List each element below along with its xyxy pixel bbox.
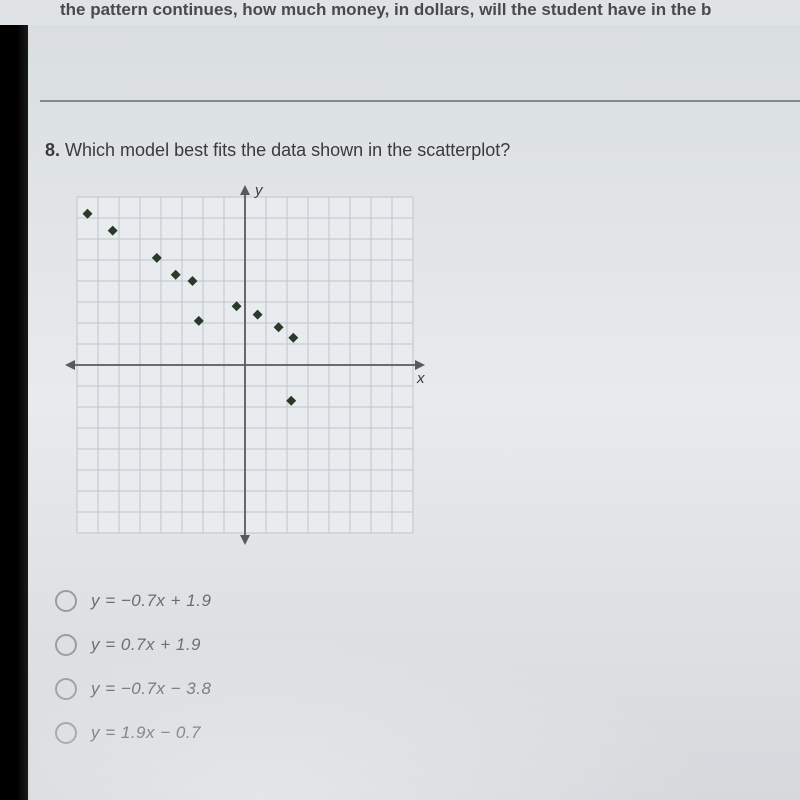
option-c[interactable]: y = −0.7x − 3.8	[55, 678, 211, 700]
question-text: Which model best fits the data shown in …	[65, 140, 510, 160]
option-d[interactable]: y = 1.9x − 0.7	[55, 722, 211, 744]
option-a[interactable]: y = −0.7x + 1.9	[55, 590, 211, 612]
radio-icon	[55, 590, 77, 612]
option-a-label: y = −0.7x + 1.9	[91, 591, 211, 611]
radio-icon	[55, 678, 77, 700]
radio-icon	[55, 722, 77, 744]
page-edge	[0, 0, 28, 800]
scatterplot: yx	[55, 175, 435, 555]
option-b[interactable]: y = 0.7x + 1.9	[55, 634, 211, 656]
section-divider	[40, 100, 800, 102]
svg-text:x: x	[416, 370, 425, 387]
option-c-label: y = −0.7x − 3.8	[91, 679, 211, 699]
scatterplot-svg: yx	[55, 175, 435, 555]
svg-text:y: y	[254, 182, 264, 199]
option-d-label: y = 1.9x − 0.7	[91, 723, 201, 743]
question-number: 8.	[45, 140, 60, 160]
radio-icon	[55, 634, 77, 656]
top-fragment-text: the pattern continues, how much money, i…	[0, 0, 800, 25]
option-b-label: y = 0.7x + 1.9	[91, 635, 201, 655]
question-row: 8. Which model best fits the data shown …	[45, 140, 510, 161]
answer-options: y = −0.7x + 1.9 y = 0.7x + 1.9 y = −0.7x…	[55, 590, 211, 766]
